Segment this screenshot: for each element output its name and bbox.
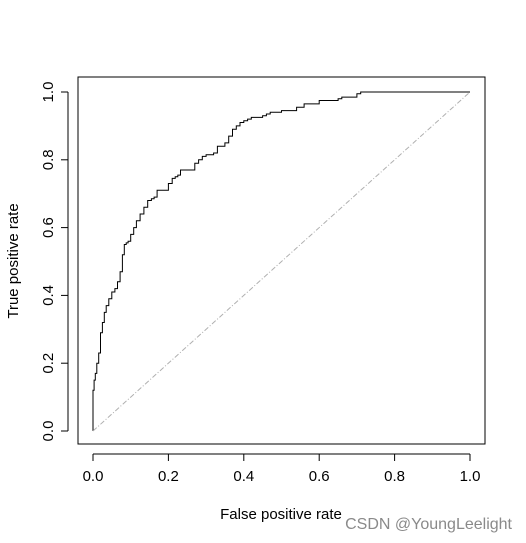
x-tick-label: 0.2 [158, 468, 179, 485]
x-tick-label: 1.0 [460, 468, 481, 485]
y-tick-label: 0.6 [40, 217, 57, 238]
x-axis-label: False positive rate [220, 506, 342, 523]
series-layer [92, 91, 471, 432]
x-axis-ticks: 0.0 0.2 0.4 0.6 0.8 1.0 [83, 454, 481, 485]
watermark: CSDN @YoungLeelight [345, 516, 512, 533]
roc-curve-line [92, 91, 470, 431]
y-tick-label: 1.0 [40, 82, 57, 103]
x-tick-label: 0.8 [384, 468, 405, 485]
x-tick-label: 0.4 [233, 468, 254, 485]
diagonal-reference-line [92, 91, 471, 432]
plot-frame [77, 76, 486, 445]
x-tick-label: 0.0 [83, 468, 104, 485]
y-axis-ticks: 0.0 0.2 0.4 0.6 0.8 1.0 [40, 82, 68, 442]
y-tick-label: 0.4 [40, 285, 57, 306]
y-tick-label: 0.2 [40, 353, 57, 374]
y-tick-label: 0.8 [40, 149, 57, 170]
y-axis-label: True positive rate [5, 203, 22, 318]
x-tick-label: 0.6 [309, 468, 330, 485]
y-tick-label: 0.0 [40, 421, 57, 442]
